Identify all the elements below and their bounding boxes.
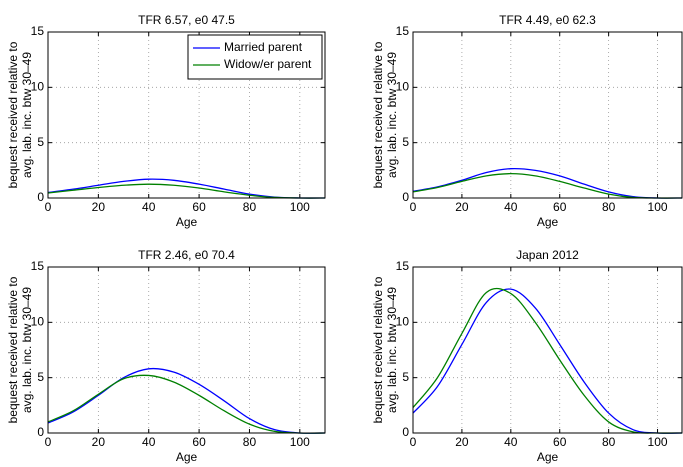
chart-title: TFR 4.49, e0 62.3 bbox=[499, 13, 596, 27]
axes-frame bbox=[47, 31, 326, 199]
x-tick-label: 60 bbox=[192, 200, 206, 214]
x-tick-label: 20 bbox=[92, 435, 106, 449]
x-tick-label: 20 bbox=[455, 435, 469, 449]
subplot: 0 5 10 15 0 20 40 60 80 100 TFR 2.46, e0 70.4 Age be… bbox=[6, 248, 326, 464]
y-tick-label: 0 bbox=[37, 425, 44, 439]
y-tick-label: 0 bbox=[402, 190, 409, 204]
x-tick-label: 100 bbox=[648, 435, 668, 449]
series-line bbox=[412, 287, 683, 434]
x-tick-label: 60 bbox=[553, 435, 567, 449]
series-line bbox=[47, 367, 326, 434]
x-axis-label: Age bbox=[537, 215, 559, 229]
y-tick-label: 5 bbox=[402, 135, 409, 149]
x-tick-label: 80 bbox=[602, 200, 616, 214]
chart-title: TFR 6.57, e0 47.5 bbox=[138, 13, 235, 27]
y-axis-label: avg. lab. inc. btw 30–49 bbox=[385, 52, 399, 178]
x-tick-label: 80 bbox=[243, 435, 257, 449]
axes-frame bbox=[412, 266, 683, 434]
x-tick-label: 0 bbox=[410, 435, 417, 449]
y-axis-label: avg. lab. inc. btw 30–49 bbox=[20, 287, 34, 413]
x-axis-label: Age bbox=[176, 450, 198, 464]
x-tick-label: 0 bbox=[410, 200, 417, 214]
y-tick-label: 5 bbox=[37, 135, 44, 149]
x-tick-label: 40 bbox=[504, 435, 518, 449]
x-tick-label: 100 bbox=[290, 435, 310, 449]
y-tick-label: 5 bbox=[37, 370, 44, 384]
plot-area bbox=[413, 32, 682, 198]
x-tick-label: 0 bbox=[45, 435, 52, 449]
series-line bbox=[412, 167, 683, 199]
plot-area bbox=[413, 267, 682, 433]
legend-box bbox=[187, 34, 323, 80]
y-tick-label: 15 bbox=[396, 24, 410, 38]
x-tick-label: 60 bbox=[553, 200, 567, 214]
x-axis-label: Age bbox=[537, 450, 559, 464]
series-line bbox=[412, 288, 683, 434]
y-tick-label: 5 bbox=[402, 370, 409, 384]
y-tick-label: 10 bbox=[396, 80, 410, 94]
legend-label: Married parent bbox=[224, 40, 303, 54]
y-axis-label: bequest received relative to bbox=[6, 41, 20, 188]
y-tick-label: 10 bbox=[31, 80, 45, 94]
x-tick-label: 40 bbox=[142, 435, 156, 449]
x-tick-label: 80 bbox=[243, 200, 257, 214]
legend-label: Widow/er parent bbox=[224, 57, 312, 71]
y-tick-label: 10 bbox=[31, 315, 45, 329]
y-tick-label: 15 bbox=[31, 24, 45, 38]
plot-area bbox=[48, 267, 325, 433]
y-tick-label: 15 bbox=[396, 259, 410, 273]
x-tick-label: 40 bbox=[142, 200, 156, 214]
x-tick-label: 40 bbox=[504, 200, 518, 214]
x-tick-label: 100 bbox=[648, 200, 668, 214]
y-tick-label: 15 bbox=[31, 259, 45, 273]
y-axis-label: bequest received relative to bbox=[371, 41, 385, 188]
x-tick-label: 60 bbox=[192, 435, 206, 449]
subplot: 0 5 10 15 0 20 40 60 80 100 TFR 4.49, e0 62.3 Age be… bbox=[371, 13, 683, 229]
x-tick-label: 20 bbox=[455, 200, 469, 214]
axes-frame bbox=[412, 31, 683, 199]
y-axis-label: avg. lab. inc. btw 30–49 bbox=[385, 287, 399, 413]
chart-title: Japan 2012 bbox=[516, 248, 579, 262]
y-axis-label: bequest received relative to bbox=[6, 276, 20, 423]
x-tick-label: 100 bbox=[290, 200, 310, 214]
x-tick-label: 80 bbox=[602, 435, 616, 449]
axes-frame bbox=[47, 266, 326, 434]
y-tick-label: 0 bbox=[37, 190, 44, 204]
y-tick-label: 10 bbox=[396, 315, 410, 329]
series-line bbox=[47, 374, 326, 434]
x-tick-label: 20 bbox=[92, 200, 106, 214]
y-axis-label: avg. lab. inc. btw 30–49 bbox=[20, 52, 34, 178]
subplot: 0 5 10 15 0 20 40 60 80 100 Japan 2012 Age bequest r… bbox=[371, 248, 683, 464]
chart-title: TFR 2.46, e0 70.4 bbox=[138, 248, 235, 262]
x-tick-label: 0 bbox=[45, 200, 52, 214]
x-axis-label: Age bbox=[176, 215, 198, 229]
y-tick-label: 0 bbox=[402, 425, 409, 439]
subplot: 0 5 10 15 0 20 40 60 80 100 TFR 6.57, e0 47.5 Age be… bbox=[6, 13, 326, 229]
y-axis-label: bequest received relative to bbox=[371, 276, 385, 423]
